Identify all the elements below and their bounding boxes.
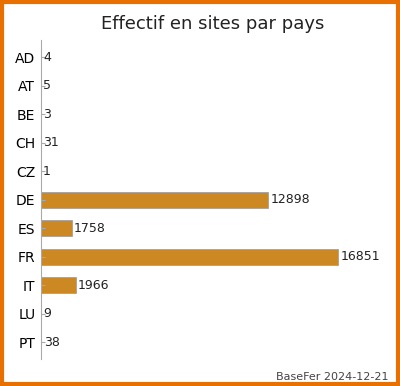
Text: 1966: 1966 — [78, 279, 109, 292]
Text: 31: 31 — [44, 136, 59, 149]
Bar — [41, 335, 42, 350]
Text: 4: 4 — [43, 51, 51, 64]
Title: Effectif en sites par pays: Effectif en sites par pays — [101, 15, 324, 33]
Text: 5: 5 — [43, 79, 51, 92]
Text: 1758: 1758 — [74, 222, 106, 235]
Text: 9: 9 — [43, 307, 51, 320]
Text: 12898: 12898 — [270, 193, 310, 206]
Bar — [41, 278, 76, 293]
Text: BaseFer 2024-12-21: BaseFer 2024-12-21 — [276, 372, 388, 382]
Text: 38: 38 — [44, 336, 60, 349]
Text: 16851: 16851 — [340, 250, 380, 263]
Bar — [41, 249, 338, 265]
Text: 3: 3 — [43, 108, 51, 121]
Text: 1: 1 — [43, 165, 51, 178]
Bar — [41, 220, 72, 236]
Bar — [41, 192, 268, 208]
